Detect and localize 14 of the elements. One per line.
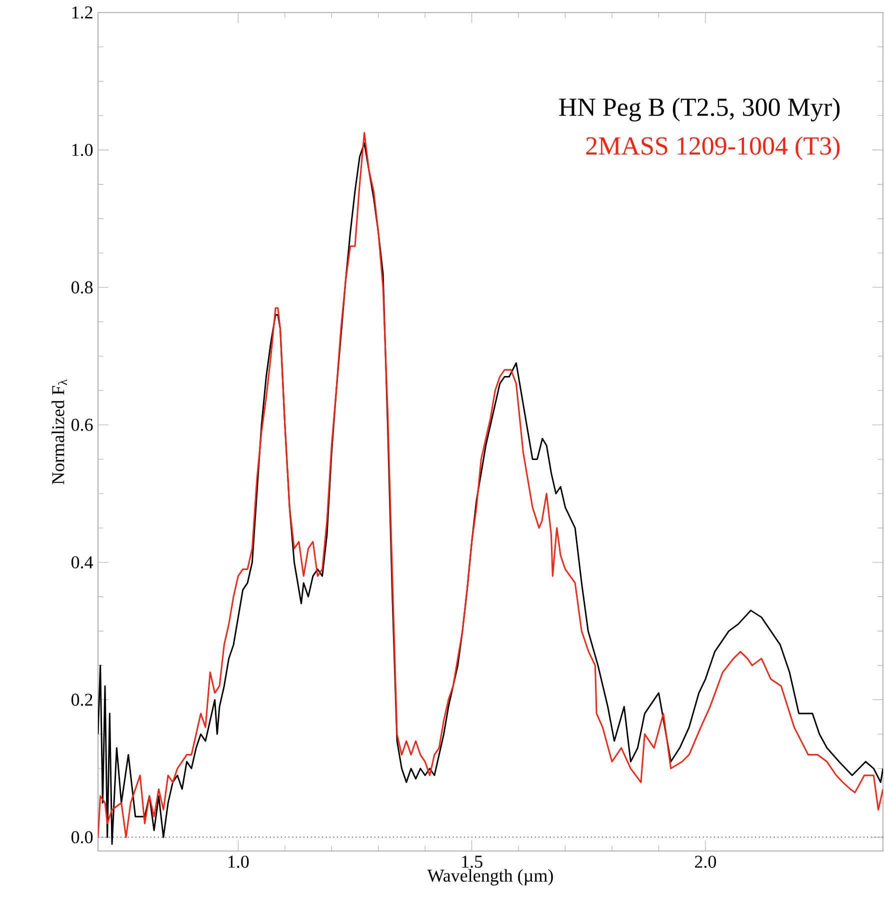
x-tick-label: 1.5: [462, 856, 482, 868]
y-axis-title: Normalized F$_{λ}$: [52, 379, 67, 484]
text: 2MASS 1209-1004 (T3): [586, 136, 840, 160]
y-tick-label: 0.2: [71, 694, 92, 706]
y-tick-label: 0.0: [71, 831, 93, 844]
y-tick-label: 0.6: [71, 418, 93, 431]
y-tick-label: 0.4: [71, 556, 94, 568]
x-tick-label: 2.0: [694, 856, 716, 868]
x-axis-title: Wavelength (µm): [427, 869, 553, 886]
y-tick-label: 0.8: [71, 281, 93, 294]
y-tick-label: 1.0: [72, 144, 93, 156]
x-tick-label: 1.0: [228, 856, 249, 868]
text: HN Peg B (T2.5, 300 Myr): [559, 98, 840, 122]
y-tick-label: 1.2: [72, 6, 92, 19]
